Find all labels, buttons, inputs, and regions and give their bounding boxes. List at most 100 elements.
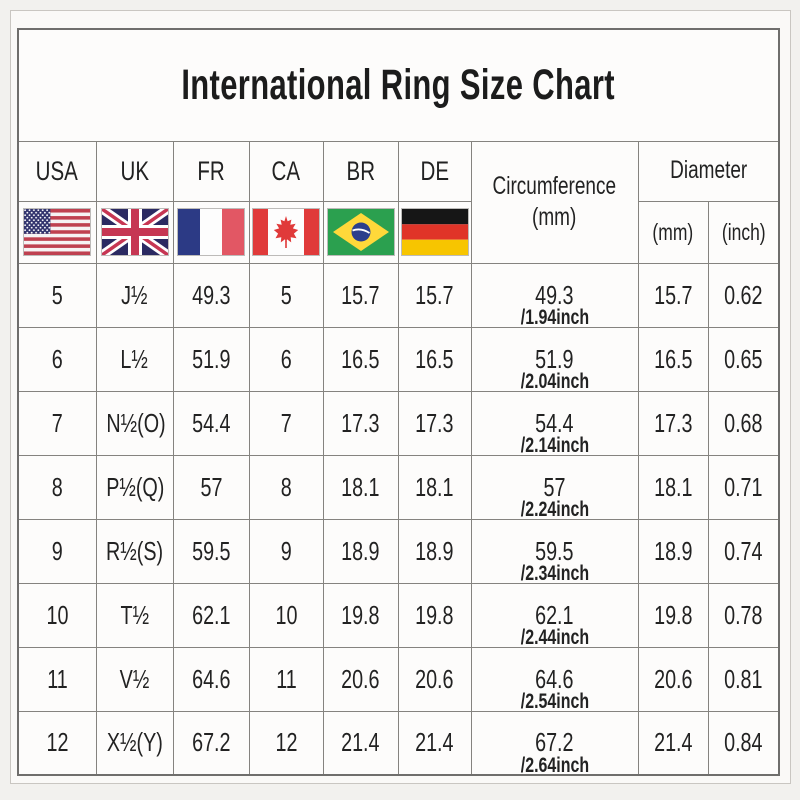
chart-frame: International Ring Size Chart USA UK FR … bbox=[10, 10, 791, 784]
cell-br: 20.6 bbox=[322, 646, 399, 712]
table-row: 8 P½(Q) 57 8 18.1 18.1 57/2.24inch 18.1 0.71 bbox=[17, 454, 780, 521]
cell-diameter-mm-value: 16.5 bbox=[653, 343, 693, 374]
cell-usa-value: 10 bbox=[46, 599, 69, 630]
cell-diameter-mm-value: 18.1 bbox=[653, 471, 693, 502]
cell-de: 15.7 bbox=[397, 262, 472, 328]
cell-uk: J½ bbox=[95, 262, 174, 328]
cell-br-value: 18.1 bbox=[341, 471, 380, 502]
cell-diameter-mm: 19.8 bbox=[637, 582, 709, 648]
cell-de: 16.5 bbox=[397, 326, 472, 392]
cell-diameter-mm-value: 21.4 bbox=[653, 727, 693, 758]
br-flag-cell bbox=[322, 200, 399, 264]
cell-diameter-inch: 0.78 bbox=[707, 582, 780, 648]
uk-flag-cell bbox=[95, 200, 174, 264]
cell-circumference: 57/2.24inch bbox=[470, 454, 639, 521]
table-row: 11 V½ 64.6 11 20.6 20.6 64.6/2.54inch 20.6 0.81 bbox=[17, 646, 780, 713]
table-row: 6 L½ 51.9 6 16.5 16.5 51.9/2.04inch 16.5 0.65 bbox=[17, 326, 780, 393]
cell-de-value: 17.3 bbox=[415, 407, 454, 438]
cell-de-value: 15.7 bbox=[415, 279, 454, 310]
uk-flag-icon bbox=[101, 209, 168, 255]
cell-ca-value: 10 bbox=[275, 599, 297, 630]
cell-circumference: 54.4/2.14inch bbox=[470, 390, 639, 458]
cell-diameter-mm-value: 15.7 bbox=[653, 279, 693, 310]
cell-diameter-mm: 18.1 bbox=[637, 454, 709, 520]
cell-ca: 7 bbox=[248, 390, 324, 456]
cell-diameter-inch-value: 0.65 bbox=[724, 343, 763, 374]
col-header-diameter: Diameter bbox=[637, 140, 780, 202]
fr-flag-icon bbox=[178, 209, 244, 255]
cell-br-value: 15.7 bbox=[341, 279, 380, 310]
de-flag-icon bbox=[401, 209, 468, 255]
cell-de-value: 16.5 bbox=[415, 343, 454, 374]
circumference-mm-value: 54.4 bbox=[535, 407, 574, 438]
cell-diameter-inch: 0.62 bbox=[707, 262, 780, 328]
cell-diameter-inch: 0.74 bbox=[707, 518, 780, 584]
cell-uk-value: J½ bbox=[121, 279, 148, 310]
cell-usa: 6 bbox=[17, 326, 97, 392]
col-header-br-label: BR bbox=[346, 155, 375, 186]
de-flag-cell bbox=[397, 200, 472, 264]
cell-uk: R½(S) bbox=[95, 518, 174, 584]
cell-uk: X½(Y) bbox=[95, 710, 174, 776]
cell-fr: 62.1 bbox=[172, 582, 250, 648]
br-flag-icon bbox=[327, 209, 394, 255]
cell-diameter-mm-value: 17.3 bbox=[653, 407, 693, 438]
cell-fr-value: 49.3 bbox=[191, 279, 231, 310]
col-header-ca-label: CA bbox=[271, 155, 301, 186]
cell-de: 19.8 bbox=[397, 582, 472, 648]
cell-ca-value: 6 bbox=[280, 343, 292, 374]
cell-diameter-inch-value: 0.78 bbox=[724, 599, 763, 630]
cell-uk: V½ bbox=[95, 646, 174, 712]
circumference-mm-value: 67.2 bbox=[535, 727, 574, 758]
circumference-mm-value: 57 bbox=[543, 471, 566, 502]
cell-diameter-mm: 15.7 bbox=[637, 262, 709, 328]
col-header-circumference: Circumference (mm) bbox=[470, 140, 639, 264]
diameter-mm-subheader: (mm) bbox=[637, 200, 709, 264]
cell-fr-value: 64.6 bbox=[191, 663, 231, 694]
circumference-inch-value: /2.44inch bbox=[520, 626, 589, 650]
circumference-mm-value: 51.9 bbox=[535, 343, 574, 374]
cell-fr-value: 67.2 bbox=[191, 727, 231, 758]
cell-fr: 49.3 bbox=[172, 262, 250, 328]
table-row: 9 R½(S) 59.5 9 18.9 18.9 59.5/2.34inch 18.9 0.74 bbox=[17, 518, 780, 585]
cell-usa-value: 11 bbox=[46, 663, 68, 694]
cell-de-value: 18.1 bbox=[415, 471, 454, 502]
cell-fr-value: 62.1 bbox=[191, 599, 231, 630]
cell-ca-value: 7 bbox=[280, 407, 292, 438]
cell-diameter-mm-value: 20.6 bbox=[653, 663, 693, 694]
cell-br: 21.4 bbox=[322, 710, 399, 776]
cell-diameter-inch-value: 0.74 bbox=[724, 535, 763, 566]
cell-ca: 8 bbox=[248, 454, 324, 520]
cell-uk: N½(O) bbox=[95, 390, 174, 456]
cell-circumference: 62.1/2.44inch bbox=[470, 582, 639, 650]
cell-usa-value: 6 bbox=[51, 343, 63, 374]
ring-size-table: International Ring Size Chart USA UK FR … bbox=[17, 28, 781, 777]
cell-diameter-inch: 0.84 bbox=[707, 710, 780, 776]
cell-usa: 12 bbox=[17, 710, 97, 776]
circumference-inch-value: /2.14inch bbox=[520, 434, 589, 458]
cell-usa: 8 bbox=[17, 454, 97, 520]
cell-de-value: 21.4 bbox=[415, 727, 454, 758]
col-header-de-label: DE bbox=[420, 155, 449, 186]
cell-br: 15.7 bbox=[322, 262, 399, 328]
cell-uk-value: X½(Y) bbox=[106, 727, 163, 758]
cell-usa-value: 7 bbox=[51, 407, 63, 438]
cell-uk-value: L½ bbox=[120, 343, 149, 374]
table-body: 5 J½ 49.3 5 15.7 15.7 49.3/1.94inch 15.7 0.62 6 L½… bbox=[17, 262, 780, 777]
table-row: 5 J½ 49.3 5 15.7 15.7 49.3/1.94inch 15.7 0.62 bbox=[17, 262, 780, 329]
cell-ca: 10 bbox=[248, 582, 324, 648]
cell-de-value: 19.8 bbox=[415, 599, 454, 630]
col-header-fr-label: FR bbox=[197, 155, 225, 186]
page-title: International Ring Size Chart bbox=[181, 60, 616, 109]
col-header-uk: UK bbox=[95, 140, 174, 202]
cell-uk-value: P½(Q) bbox=[105, 471, 164, 502]
cell-ca: 9 bbox=[248, 518, 324, 584]
cell-diameter-mm: 17.3 bbox=[637, 390, 709, 456]
ca-flag-cell bbox=[248, 200, 324, 264]
country-codes-row: USA UK FR CA BR DE Circumference (mm) Di… bbox=[17, 140, 780, 264]
col-header-br: BR bbox=[322, 140, 399, 202]
circumference-header-line2: (mm) bbox=[532, 203, 577, 231]
cell-de: 18.1 bbox=[397, 454, 472, 520]
cell-usa: 10 bbox=[17, 582, 97, 648]
cell-diameter-inch-value: 0.81 bbox=[724, 663, 763, 694]
